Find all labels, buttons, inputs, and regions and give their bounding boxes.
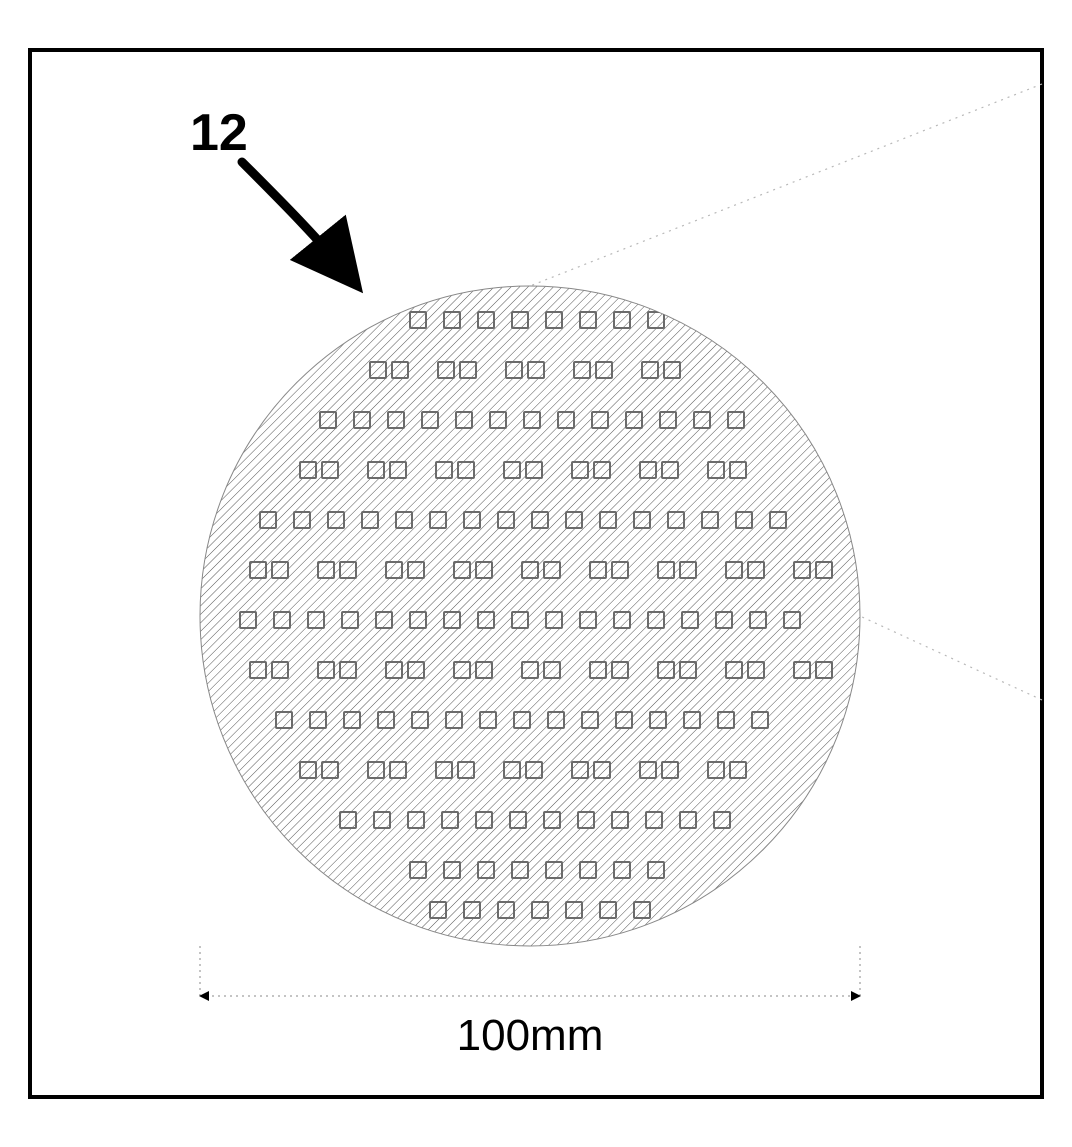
guide-line xyxy=(860,616,1042,700)
callout-label: 12 xyxy=(190,104,248,162)
dimension-label: 100mm xyxy=(457,1011,604,1060)
diagram-svg: 100mm 12 xyxy=(0,0,1072,1147)
guide-line xyxy=(530,84,1042,286)
wafer-circle xyxy=(200,286,860,946)
callout-arrow xyxy=(242,162,354,282)
